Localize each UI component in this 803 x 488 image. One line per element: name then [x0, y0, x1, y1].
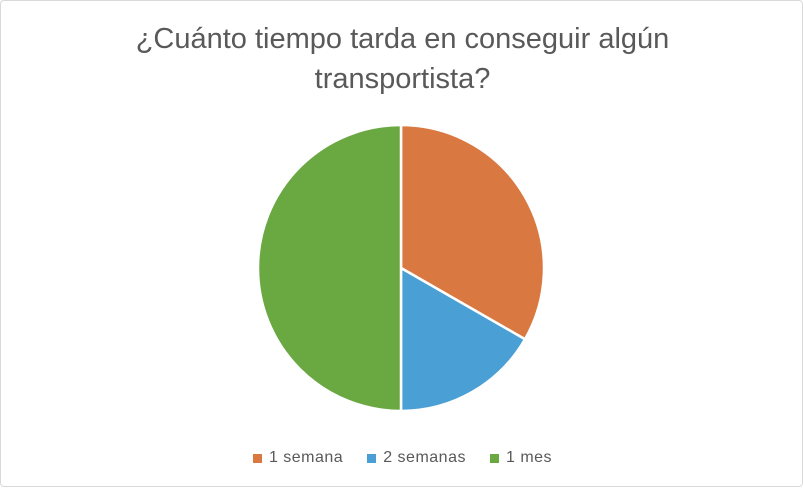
legend-swatch-1-mes [489, 453, 499, 463]
legend-item-2-semanas: 2 semanas [367, 449, 466, 467]
chart-title-line-2: transportista? [314, 63, 491, 95]
legend-label-1-mes: 1 mes [505, 449, 553, 466]
pie-slice-1-mes [256, 123, 403, 413]
chart-title: ¿Cuánto tiempo tarda en conseguir algún … [1, 19, 803, 99]
legend-swatch-1-semana [252, 453, 262, 463]
pie-slice-2-semanas [399, 266, 527, 413]
chart-title-line-1: ¿Cuánto tiempo tarda en conseguir algún [135, 23, 670, 55]
legend-item-1-semana: 1 semana [252, 449, 344, 467]
pie-slice-1-semana [399, 123, 546, 341]
pie-slices [256, 123, 546, 413]
legend-label-1-semana: 1 semana [268, 449, 344, 466]
legend-item-1-mes: 1 mes [489, 449, 553, 467]
legend: 1 semana 2 semanas 1 mes [1, 445, 803, 471]
legend-swatch-2-semanas [367, 453, 377, 463]
legend-label-2-semanas: 2 semanas [383, 449, 466, 466]
